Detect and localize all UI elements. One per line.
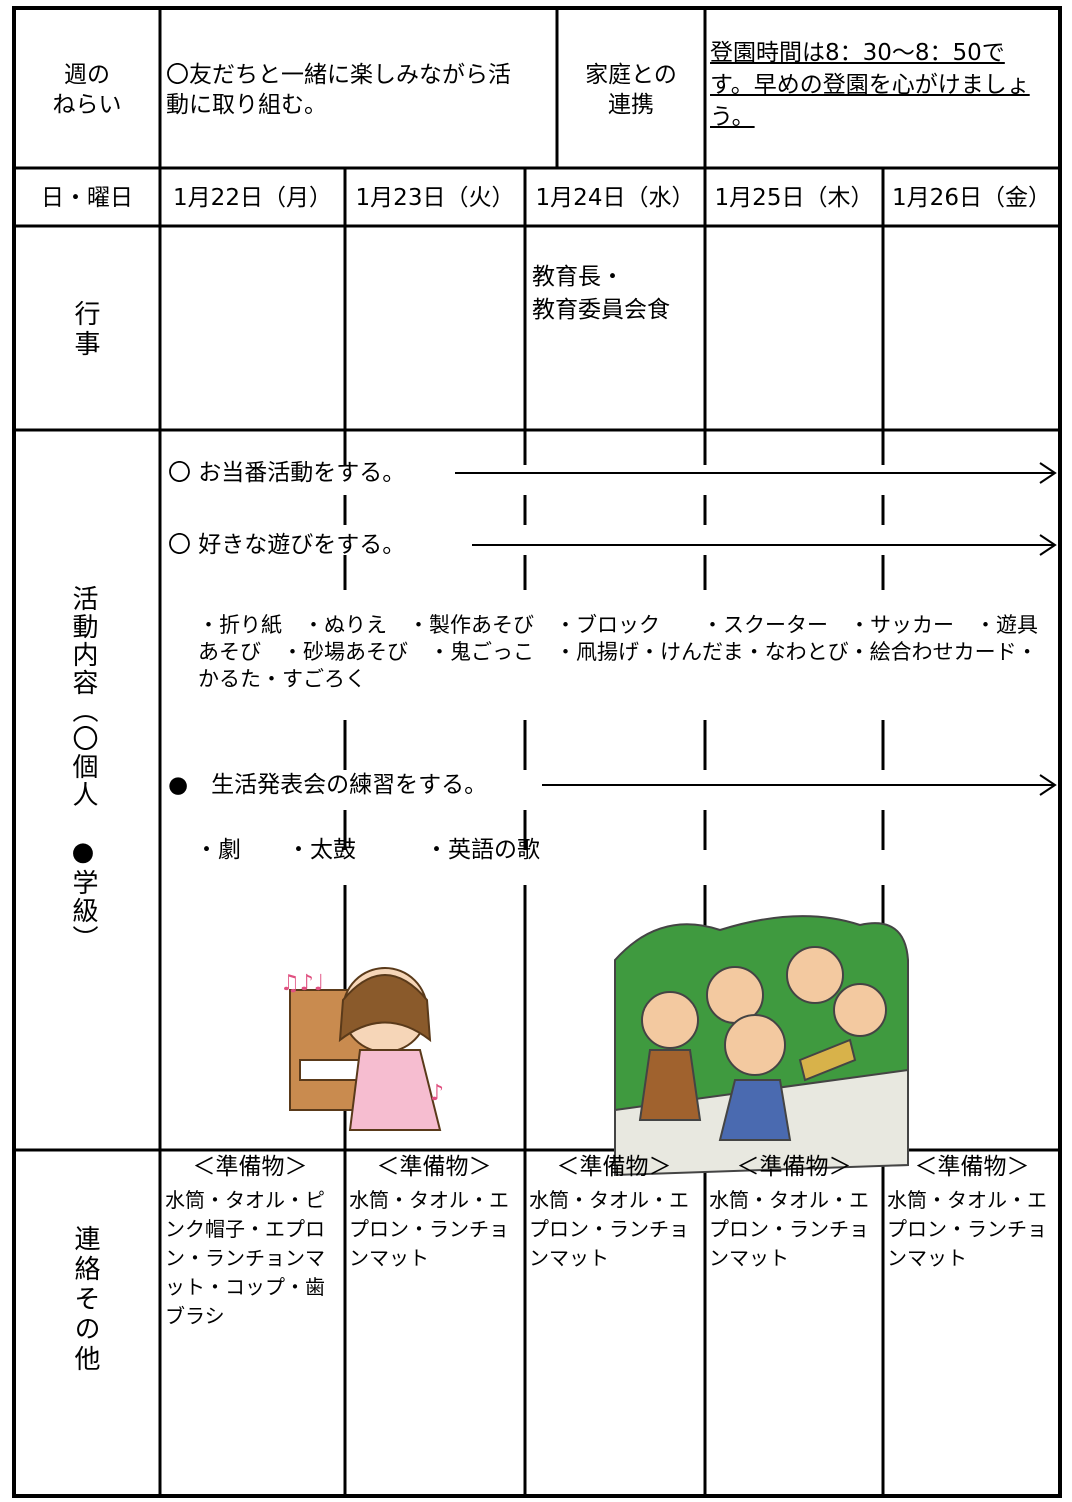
- note-heading: ＜準備物＞: [914, 1154, 1030, 1180]
- events-label: 行事: [70, 300, 100, 360]
- aim-text: 動に取り組む。: [166, 92, 327, 118]
- table-border: [12, 6, 1062, 1498]
- arrow: [472, 534, 1057, 556]
- note-heading: ＜準備物＞: [736, 1154, 852, 1180]
- activity: 〇 お当番活動をする。: [168, 460, 406, 486]
- arrow: [542, 774, 1057, 796]
- activity-details: ・折り紙 ・ぬりえ ・製作あそび ・ブロック ・スクーター ・サッカー ・遊具あ…: [198, 613, 1038, 691]
- note-text: 水筒・タオル・エプロン・ランチョンマット: [529, 1188, 689, 1270]
- note-text: 水筒・タオル・ピンク帽子・エプロン・ランチョンマット・コップ・歯ブラシ: [165, 1188, 325, 1328]
- event-text: 教育長・: [532, 264, 624, 290]
- aim-label: 週の: [64, 62, 110, 88]
- arrows: [455, 462, 1057, 796]
- event-text: 教育委員会食: [532, 297, 670, 323]
- date: 1月26日（金）: [892, 185, 1051, 211]
- home-text: す。早めの登園を心がけましょ: [710, 72, 1030, 98]
- illustration-piano: ♫♪♩ ♪: [280, 967, 444, 1131]
- date: 1月24日（水）: [535, 185, 695, 211]
- aim-text: 〇友だちと一緒に楽しみながら活: [166, 62, 511, 88]
- arrow: [455, 462, 1057, 484]
- home-text: う。: [710, 104, 755, 130]
- illustration-play: [614, 915, 909, 1177]
- home-text: 登園時間は8：30〜8：50で: [710, 40, 1005, 66]
- note-text: 水筒・タオル・エプロン・ランチョンマット: [887, 1188, 1047, 1270]
- days-label: 日・曜日: [41, 185, 133, 211]
- notes-label: 連絡その他: [70, 1225, 100, 1375]
- date: 1月25日（木）: [714, 185, 874, 211]
- note-text: 水筒・タオル・エプロン・ランチョンマット: [709, 1188, 869, 1270]
- note-text: 水筒・タオル・エプロン・ランチョンマット: [349, 1188, 509, 1270]
- activity: 〇 好きな遊びをする。: [168, 532, 406, 558]
- date: 1月23日（火）: [355, 185, 515, 211]
- aim-label: ねらい: [52, 92, 122, 118]
- activity-details: ・劇 ・太鼓 ・英語の歌: [195, 837, 540, 863]
- svg-text:♪: ♪: [430, 1081, 444, 1106]
- note-heading: ＜準備物＞: [376, 1154, 492, 1180]
- note-heading: ＜準備物＞: [556, 1154, 672, 1180]
- home-label: 家庭との: [585, 62, 677, 88]
- date: 1月22日（月）: [173, 185, 332, 211]
- note-heading: ＜準備物＞: [192, 1154, 308, 1180]
- home-label: 連携: [608, 92, 654, 118]
- svg-text:♫♪♩: ♫♪♩: [280, 971, 324, 996]
- activity: ● 生活発表会の練習をする。: [168, 772, 488, 798]
- activities-label: 活動内容（〇個人 ●学級）: [68, 585, 98, 953]
